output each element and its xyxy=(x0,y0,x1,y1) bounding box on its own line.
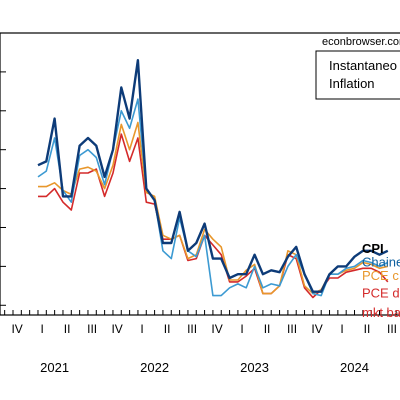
quarter-tick-label: I xyxy=(240,322,243,336)
quarter-tick-label: IV xyxy=(11,322,22,336)
year-label: 2021 xyxy=(40,360,69,375)
year-label: 2022 xyxy=(140,360,169,375)
end-label-1: CPI xyxy=(362,241,384,256)
series-line-1 xyxy=(37,59,389,293)
quarter-tick-label: II xyxy=(164,322,171,336)
legend-line-2: Inflation xyxy=(329,76,375,91)
series-lines xyxy=(37,59,389,299)
quarter-tick-label: II xyxy=(64,322,71,336)
series-line-2 xyxy=(37,98,389,297)
quarter-tick-label: I xyxy=(340,322,343,336)
legend-box: Instantaneo Inflation xyxy=(315,50,400,100)
source-note: econbrowser.com xyxy=(322,36,400,48)
end-label-2: Chaine xyxy=(362,254,400,269)
quarter-tick-label: III xyxy=(387,322,397,336)
year-label: 2023 xyxy=(240,360,269,375)
quarter-tick-label: IV xyxy=(211,322,222,336)
end-label-4: PCE d xyxy=(362,286,400,301)
year-label: 2024 xyxy=(340,360,369,375)
legend-frame xyxy=(315,50,400,100)
quarter-tick-label: II xyxy=(264,322,271,336)
quarter-tick-label: IV xyxy=(111,322,122,336)
quarter-tick-label: II xyxy=(364,322,371,336)
quarter-tick-label: I xyxy=(140,322,143,336)
quarter-tick-label: IV xyxy=(311,322,322,336)
end-label-3: PCE c xyxy=(362,268,399,283)
end-label-5: mkt ba xyxy=(362,305,400,320)
series-line-4 xyxy=(38,133,389,299)
legend-line-1: Instantaneo xyxy=(329,58,397,73)
quarter-tick-label: III xyxy=(287,322,297,336)
quarter-tick-label: III xyxy=(87,322,97,336)
quarter-tick-label: I xyxy=(40,322,43,336)
quarter-tick-label: III xyxy=(187,322,197,336)
